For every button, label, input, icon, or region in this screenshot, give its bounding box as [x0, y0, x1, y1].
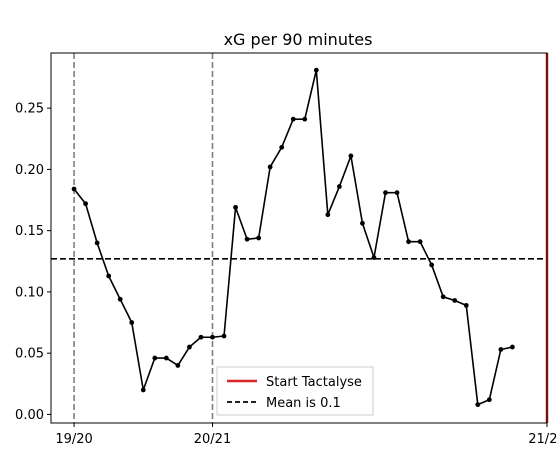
data-point	[360, 220, 365, 226]
x-tick-label: 21/22	[528, 432, 556, 447]
data-point	[394, 190, 400, 196]
plot-area: 0.00 0.05 0.10 0.15 0.20 0.25 19/20 20/21 21/22	[15, 52, 556, 447]
data-point	[463, 302, 469, 308]
data-point	[406, 239, 411, 245]
data-point	[486, 397, 492, 403]
y-tick-label: 0.25	[15, 102, 44, 117]
x-tick-label: 20/21	[194, 432, 231, 447]
data-point	[429, 262, 435, 268]
data-point	[83, 201, 89, 207]
y-tick-label: 0.00	[15, 408, 44, 423]
data-point	[452, 298, 458, 303]
data-point	[302, 116, 308, 122]
data-point	[313, 67, 319, 73]
data-point	[348, 153, 354, 159]
chart-title: xG per 90 minutes	[224, 30, 373, 49]
legend-label-mean: Mean is 0.1	[266, 396, 341, 411]
data-point	[509, 344, 515, 350]
data-point	[267, 164, 273, 170]
data-point	[140, 387, 146, 393]
legend: Start Tactalyse Mean is 0.1	[216, 366, 374, 416]
data-point	[163, 355, 169, 361]
data-point	[475, 402, 481, 408]
data-point	[279, 144, 285, 150]
data-point	[417, 239, 423, 245]
data-point	[498, 347, 504, 352]
data-point	[440, 294, 446, 300]
legend-box	[216, 366, 374, 416]
x-tick-label: 19/20	[55, 432, 92, 447]
data-point	[198, 334, 204, 340]
data-point	[152, 355, 158, 361]
y-tick-label: 0.15	[15, 224, 44, 239]
data-point	[94, 240, 100, 246]
data-point	[336, 184, 342, 189]
data-point	[210, 334, 215, 340]
data-point	[325, 212, 331, 218]
data-point	[290, 116, 296, 122]
data-point	[371, 255, 377, 261]
data-point	[221, 333, 227, 339]
legend-label-start-tactalyse: Start Tactalyse	[266, 375, 362, 390]
data-point	[233, 204, 238, 210]
y-tick-label: 0.20	[15, 163, 44, 178]
data-point	[256, 235, 262, 241]
data-point	[117, 296, 123, 302]
plot-frame	[50, 52, 548, 424]
data-point	[106, 273, 112, 279]
y-tick-label: 0.10	[15, 285, 44, 300]
data-point	[71, 186, 77, 192]
data-point	[187, 344, 192, 350]
data-point	[244, 236, 250, 242]
y-tick-label: 0.05	[15, 347, 44, 362]
data-point	[129, 320, 135, 325]
data-point	[383, 190, 388, 196]
data-point	[175, 363, 181, 368]
